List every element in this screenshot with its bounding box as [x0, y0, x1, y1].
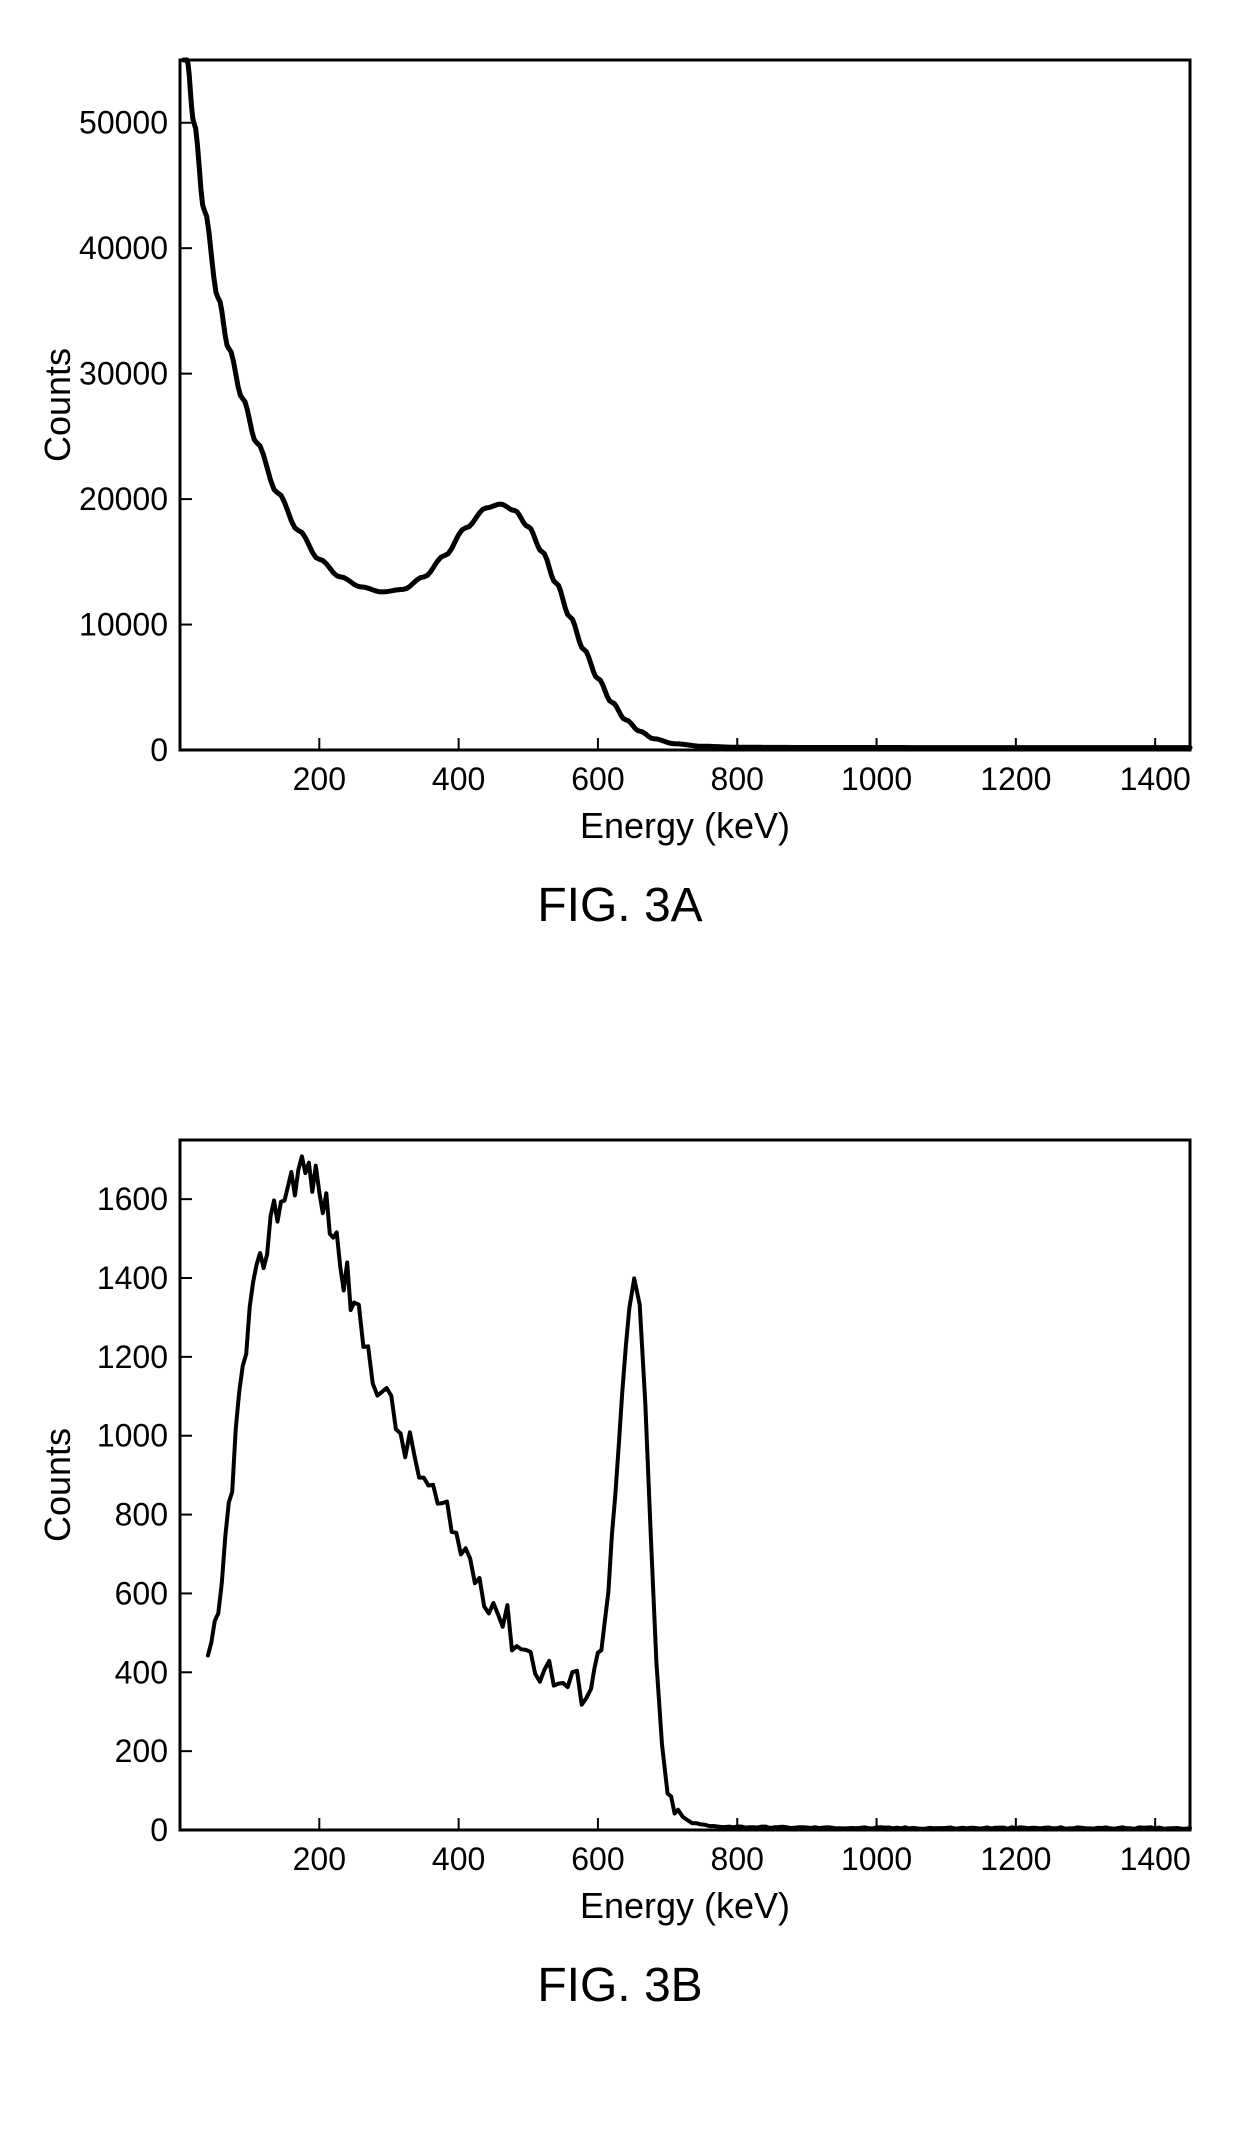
svg-text:50000: 50000: [79, 105, 168, 141]
chart-b-caption: FIG. 3B: [30, 1958, 1210, 2013]
chart-a-caption: FIG. 3A: [30, 878, 1210, 933]
svg-text:1400: 1400: [1120, 1841, 1191, 1877]
svg-text:0: 0: [150, 1812, 168, 1848]
svg-text:Energy (keV): Energy (keV): [580, 805, 790, 846]
svg-text:0: 0: [150, 732, 168, 768]
svg-text:800: 800: [711, 761, 764, 797]
chart-a-svg: 200 400 600 800 1000 1200 1400 0 10000 20000 30000…: [30, 40, 1210, 860]
svg-text:20000: 20000: [79, 481, 168, 517]
svg-text:1000: 1000: [97, 1418, 168, 1454]
svg-text:400: 400: [432, 1841, 485, 1877]
svg-text:1000: 1000: [841, 1841, 912, 1877]
svg-text:1400: 1400: [1120, 761, 1191, 797]
svg-text:200: 200: [115, 1733, 168, 1769]
page: 2004006008001000120014000100002000030000…: [0, 0, 1240, 2080]
chart-b-svg: 200 400 600 800 1000 1200 1400 0 200 400 600 800 100…: [30, 1120, 1210, 1940]
svg-text:1000: 1000: [841, 761, 912, 797]
chart-a: 200 400 600 800 1000 1200 1400 0 10000 20000 30000…: [30, 40, 1210, 940]
svg-text:1200: 1200: [980, 1841, 1051, 1877]
svg-text:400: 400: [432, 761, 485, 797]
svg-text:40000: 40000: [79, 230, 168, 266]
svg-text:Counts: Counts: [37, 1428, 78, 1542]
svg-text:800: 800: [115, 1497, 168, 1533]
svg-text:200: 200: [293, 761, 346, 797]
svg-text:30000: 30000: [79, 356, 168, 392]
svg-text:600: 600: [571, 761, 624, 797]
svg-text:1600: 1600: [97, 1181, 168, 1217]
chart-b: 200 400 600 800 1000 1200 1400 0 200 400 600 800 100…: [30, 1120, 1210, 2020]
svg-text:600: 600: [571, 1841, 624, 1877]
svg-text:1200: 1200: [97, 1339, 168, 1375]
svg-text:600: 600: [115, 1575, 168, 1611]
svg-text:400: 400: [115, 1654, 168, 1690]
svg-text:800: 800: [711, 1841, 764, 1877]
svg-text:200: 200: [293, 1841, 346, 1877]
svg-text:1400: 1400: [97, 1260, 168, 1296]
svg-text:Energy (keV): Energy (keV): [580, 1885, 790, 1926]
svg-text:1200: 1200: [980, 761, 1051, 797]
svg-text:Counts: Counts: [37, 348, 78, 462]
svg-text:10000: 10000: [79, 607, 168, 643]
